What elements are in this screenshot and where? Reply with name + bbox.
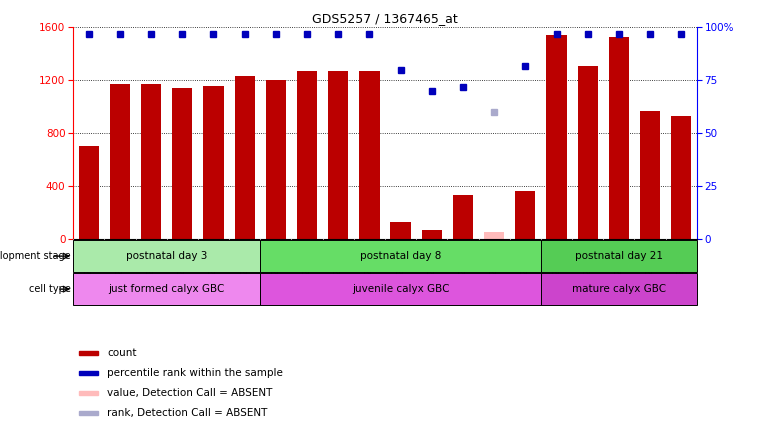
Bar: [79, 411, 99, 415]
Bar: [203, 86, 223, 239]
Bar: [453, 195, 473, 239]
Text: just formed calyx GBC: just formed calyx GBC: [109, 284, 225, 294]
Bar: [79, 371, 99, 375]
Bar: [484, 232, 504, 239]
Text: cell type: cell type: [29, 284, 71, 294]
Bar: [541, 240, 697, 272]
Text: value, Detection Call = ABSENT: value, Detection Call = ABSENT: [108, 388, 273, 398]
Bar: [578, 66, 598, 239]
Bar: [260, 273, 541, 305]
Bar: [79, 391, 99, 395]
Title: GDS5257 / 1367465_at: GDS5257 / 1367465_at: [312, 12, 458, 25]
Bar: [390, 222, 410, 239]
Text: development stage: development stage: [0, 251, 71, 261]
Bar: [73, 240, 260, 272]
Text: rank, Detection Call = ABSENT: rank, Detection Call = ABSENT: [108, 408, 268, 418]
Text: count: count: [108, 348, 137, 358]
Bar: [266, 80, 286, 239]
Text: juvenile calyx GBC: juvenile calyx GBC: [352, 284, 450, 294]
Text: postnatal day 8: postnatal day 8: [360, 251, 441, 261]
Bar: [640, 111, 660, 239]
Bar: [110, 84, 130, 239]
Bar: [422, 231, 442, 239]
Bar: [297, 71, 317, 239]
Bar: [260, 240, 541, 272]
Bar: [547, 36, 567, 239]
Bar: [541, 273, 697, 305]
Bar: [73, 273, 260, 305]
Bar: [172, 88, 192, 239]
Bar: [515, 192, 535, 239]
Bar: [671, 116, 691, 239]
Bar: [609, 37, 629, 239]
Bar: [360, 71, 380, 239]
Bar: [79, 146, 99, 239]
Text: postnatal day 21: postnatal day 21: [575, 251, 663, 261]
Bar: [328, 71, 348, 239]
Text: mature calyx GBC: mature calyx GBC: [572, 284, 666, 294]
Text: postnatal day 3: postnatal day 3: [126, 251, 207, 261]
Bar: [79, 351, 99, 355]
Bar: [141, 84, 161, 239]
Bar: [235, 77, 255, 239]
Text: percentile rank within the sample: percentile rank within the sample: [108, 368, 283, 378]
